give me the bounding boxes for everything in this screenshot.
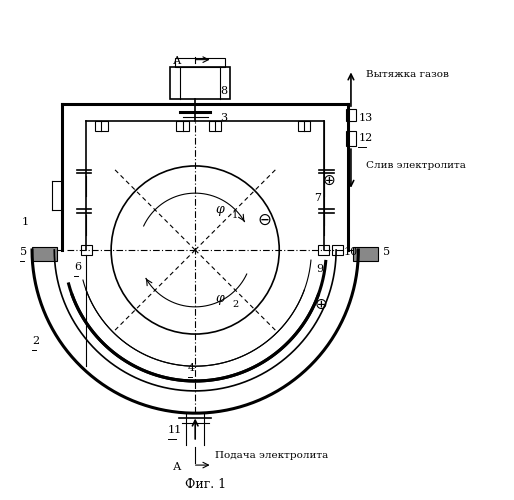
Text: 11: 11 [168,425,182,435]
Text: Слив электролита: Слив электролита [366,162,466,170]
Text: Вытяжка газов: Вытяжка газов [366,70,449,79]
Bar [332,244,342,256]
Text: Подача электролита: Подача электролита [215,450,328,460]
Bar [318,244,329,256]
Bar [209,122,222,132]
Text: φ: φ [215,292,224,305]
Text: 9: 9 [316,264,323,274]
Text: 5: 5 [383,247,390,257]
Text: 1: 1 [232,211,238,220]
Bar [32,247,57,261]
Text: 2: 2 [232,300,238,309]
Bar [346,132,356,146]
Bar [171,67,230,99]
Bar [176,122,189,132]
Text: 8: 8 [220,86,227,96]
Bar [298,122,310,132]
Text: 5: 5 [20,247,27,257]
Bar [81,244,92,256]
Text: 4: 4 [188,363,195,373]
Text: ⊕: ⊕ [322,174,335,188]
Bar [95,122,107,132]
Text: ⊕: ⊕ [315,297,327,312]
Text: ⊖: ⊖ [258,212,271,230]
Text: 3: 3 [220,114,227,124]
Text: 1: 1 [22,218,29,228]
Text: 2: 2 [32,336,39,346]
Bar [354,247,378,261]
Text: 12: 12 [358,133,373,143]
Text: 6: 6 [74,262,81,272]
Text: Фиг. 1: Фиг. 1 [185,478,226,492]
Text: А: А [173,462,181,472]
Bar [346,109,356,122]
Text: 10: 10 [343,247,358,257]
Text: 13: 13 [358,114,373,124]
Text: 7: 7 [314,192,321,202]
Bar [175,58,225,67]
Text: А: А [173,56,181,66]
Text: φ: φ [215,203,224,216]
